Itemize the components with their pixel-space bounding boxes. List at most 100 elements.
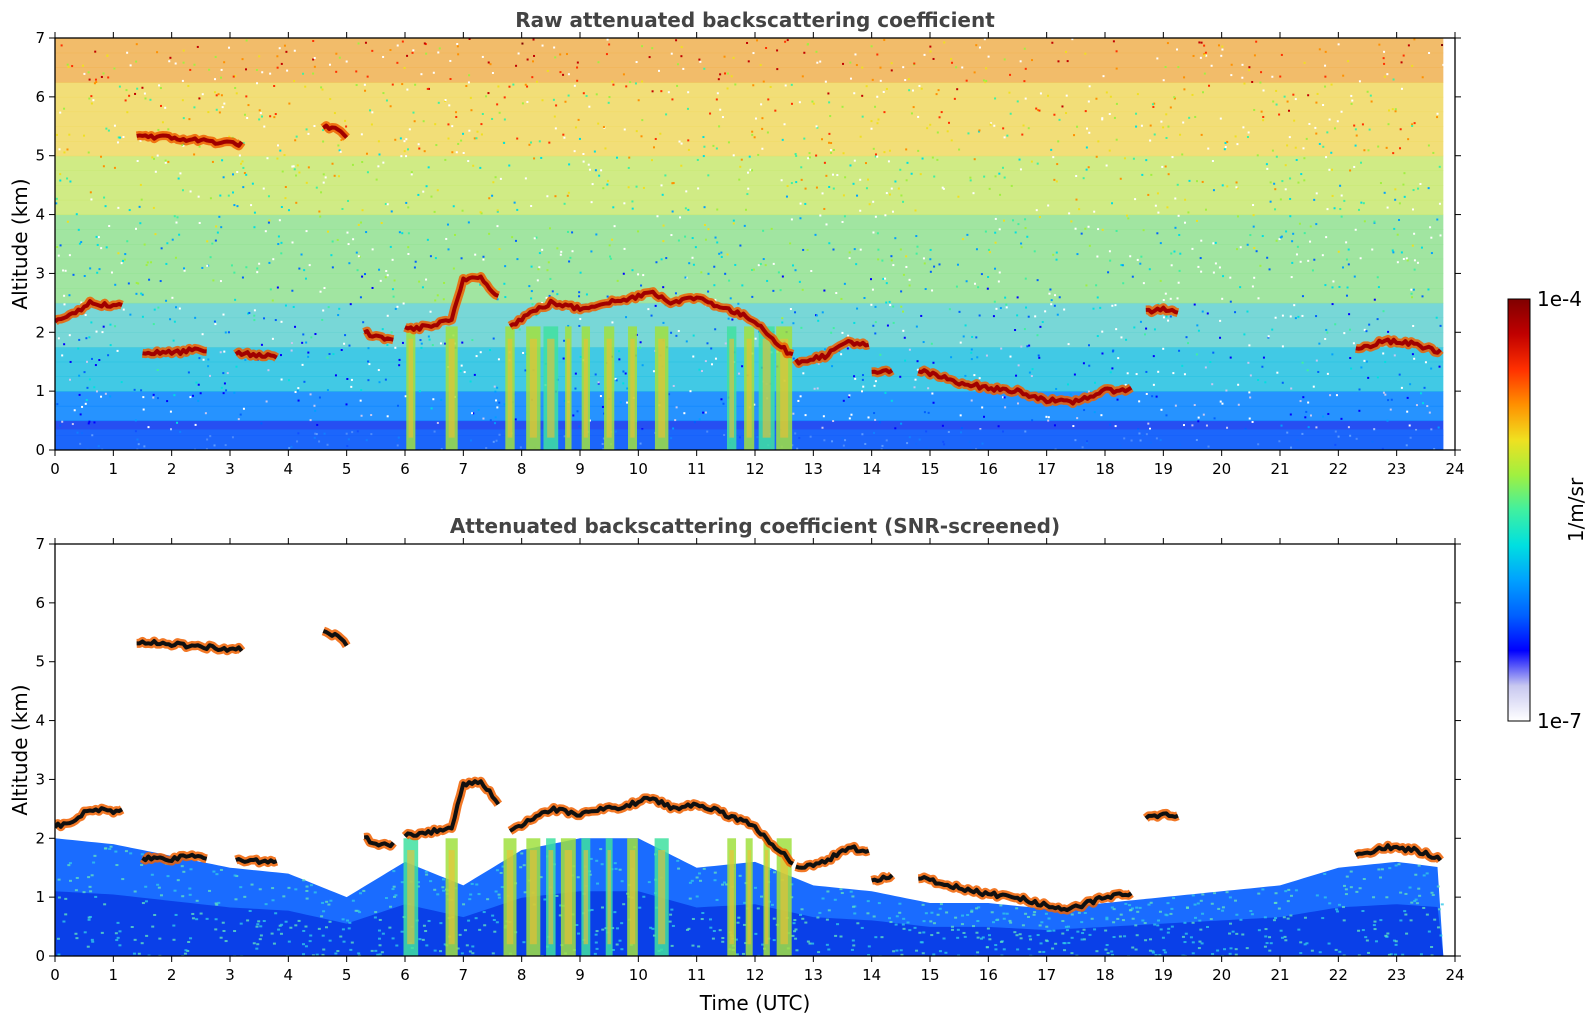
noise-speck — [1378, 43, 1381, 46]
noise-speck — [650, 314, 653, 317]
noise-speck — [159, 87, 162, 90]
noise-speck — [978, 46, 981, 49]
noise-speck — [284, 185, 287, 188]
aerosol-speck — [1234, 948, 1238, 951]
aerosol-speck — [1164, 913, 1168, 916]
noise-speck — [221, 159, 224, 162]
noise-speck — [950, 57, 953, 60]
aerosol-speck — [442, 889, 446, 892]
noise-speck — [357, 223, 360, 226]
noise-speck — [1328, 118, 1331, 121]
noise-speck — [1020, 345, 1023, 348]
noise-speck — [288, 102, 291, 105]
noise-speck — [824, 80, 827, 83]
cloud-layer — [404, 274, 500, 332]
aerosol-speck — [1018, 933, 1022, 936]
noise-speck — [761, 117, 764, 120]
noise-speck — [1050, 303, 1053, 306]
noise-speck — [726, 253, 729, 256]
aerosol-speck — [1121, 919, 1125, 922]
precip-column-core — [746, 338, 752, 438]
noise-speck — [367, 379, 370, 382]
noise-speck — [1004, 406, 1007, 409]
noise-speck — [1051, 41, 1054, 44]
aerosol-speck — [1410, 901, 1414, 904]
noise-speck — [206, 264, 209, 267]
noise-speck — [1285, 230, 1288, 233]
noise-speck — [849, 77, 852, 80]
noise-speck — [1022, 124, 1025, 127]
noise-speck — [687, 148, 690, 151]
noise-speck — [807, 157, 810, 160]
noise-speck — [710, 363, 713, 366]
noise-speck — [349, 303, 352, 306]
noise-speck — [571, 231, 574, 234]
noise-speck — [798, 101, 801, 104]
x-tick-label: 16 — [979, 966, 998, 984]
noise-speck — [1305, 410, 1308, 413]
noise-speck — [207, 358, 210, 361]
noise-speck — [1123, 157, 1126, 160]
noise-speck — [197, 399, 200, 402]
noise-speck — [503, 96, 506, 99]
noise-speck — [1235, 181, 1238, 184]
precip-column-core — [607, 850, 611, 945]
aerosol-speck — [856, 922, 860, 925]
noise-speck — [877, 248, 880, 251]
aerosol-speck — [87, 876, 91, 879]
noise-speck — [362, 321, 365, 324]
noise-speck — [90, 321, 93, 324]
noise-speck — [1101, 228, 1104, 231]
noise-speck — [762, 80, 765, 83]
noise-speck — [1262, 115, 1265, 118]
noise-speck — [1271, 75, 1274, 78]
noise-speck — [451, 125, 454, 128]
noise-speck — [899, 375, 902, 378]
noise-speck — [1115, 229, 1118, 232]
noise-speck — [521, 102, 524, 105]
noise-speck — [1253, 54, 1256, 57]
noise-speck — [456, 45, 459, 48]
noise-speck — [976, 356, 979, 359]
aerosol-speck — [433, 888, 437, 891]
y-tick-label: 6 — [35, 594, 45, 612]
noise-speck — [571, 250, 574, 253]
aerosol-speck — [723, 881, 727, 884]
aerosol-speck — [1415, 902, 1419, 905]
aerosol-speck — [895, 915, 899, 918]
noise-speck — [344, 334, 347, 337]
noise-speck — [608, 96, 611, 99]
noise-speck — [1069, 393, 1072, 396]
aerosol-speck — [1024, 912, 1028, 915]
noise-speck — [276, 286, 279, 289]
noise-speck — [320, 86, 323, 89]
aerosol-speck — [1268, 936, 1272, 939]
aerosol-speck — [920, 941, 924, 944]
noise-speck — [848, 257, 851, 260]
noise-speck — [1279, 198, 1282, 201]
noise-speck — [1221, 48, 1224, 51]
noise-speck — [516, 208, 519, 211]
noise-speck — [150, 261, 153, 264]
background-band — [55, 244, 1444, 260]
noise-speck — [314, 409, 317, 412]
noise-speck — [213, 91, 216, 94]
noise-speck — [1313, 258, 1316, 261]
noise-speck — [849, 164, 852, 167]
noise-speck — [762, 229, 765, 232]
noise-speck — [62, 269, 65, 272]
noise-speck — [922, 257, 925, 260]
aerosol-speck — [90, 874, 94, 877]
noise-speck — [138, 205, 141, 208]
noise-speck — [1248, 391, 1251, 394]
noise-speck — [518, 328, 521, 331]
noise-speck — [298, 267, 301, 270]
noise-speck — [854, 53, 857, 56]
aerosol-speck — [960, 923, 964, 926]
aerosol-speck — [1016, 948, 1020, 951]
noise-speck — [853, 321, 856, 324]
noise-speck — [269, 288, 272, 291]
noise-speck — [874, 418, 877, 421]
aerosol-speck — [1430, 954, 1434, 956]
noise-speck — [1064, 50, 1067, 53]
